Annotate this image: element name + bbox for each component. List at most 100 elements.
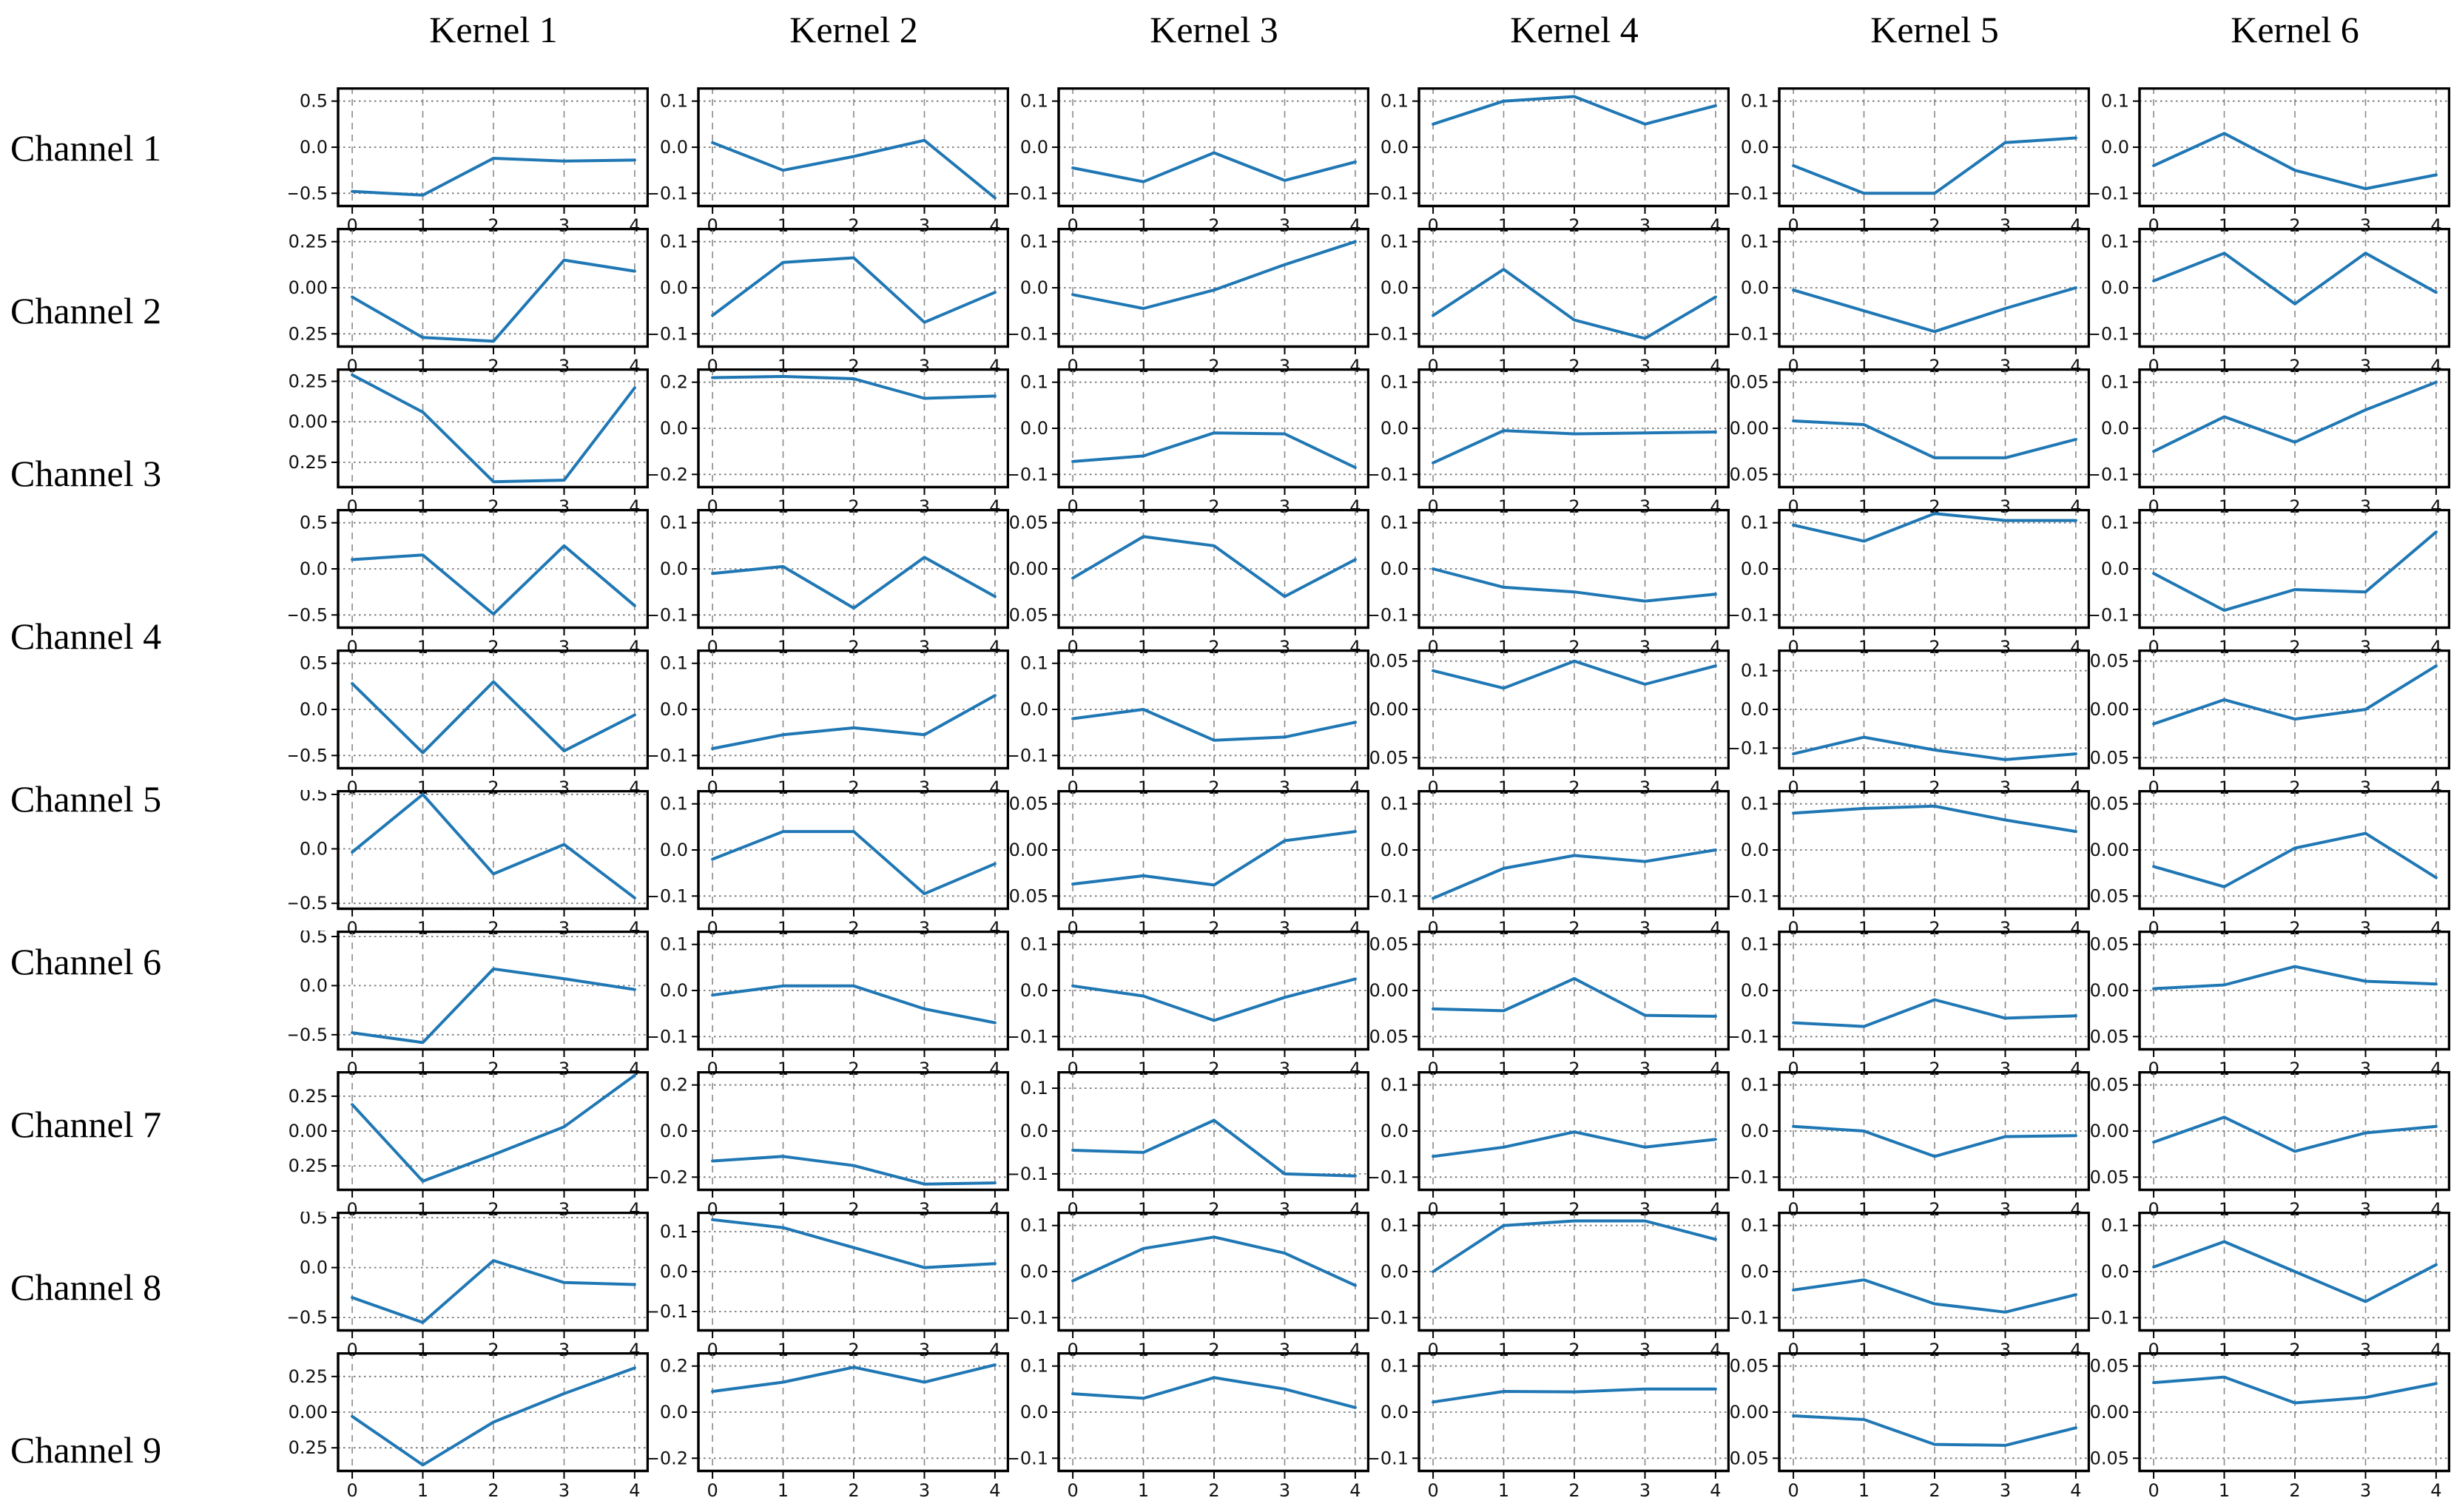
- y-tick-label: 0.05: [1009, 513, 1048, 533]
- y-tick-label: 0.0: [1380, 418, 1409, 439]
- weight-series-line: [351, 373, 636, 484]
- y-tick-label: 0.25: [289, 232, 328, 252]
- plot-frame: [697, 790, 1009, 911]
- plot-frame: [2138, 509, 2450, 630]
- subplot-row9-kernel2: 0 1 2 3 4 0.1 0.0 −0.1: [649, 1212, 1009, 1357]
- y-tick-label: −0.1: [1369, 604, 1409, 625]
- y-tick-label: 0.00: [1009, 840, 1048, 860]
- plot-frame: [1417, 509, 1730, 630]
- y-tick-label: 0.0: [660, 1261, 688, 1282]
- x-tick-label: 0: [707, 1480, 718, 1497]
- weight-series-line: [351, 1259, 636, 1324]
- subplot-row10-kernel4: 0 1 2 3 4 0.1 0.0 −0.1: [1369, 1352, 1730, 1497]
- y-tick-label: 0.00: [1369, 699, 1409, 720]
- y-tick-label: −0.2: [649, 1448, 688, 1468]
- y-tick-label: 0.1: [660, 513, 688, 533]
- weight-series-line: [711, 1218, 997, 1269]
- y-tick-label: −0.1: [1369, 183, 1409, 203]
- subplot-row1-kernel5: 0 1 2 3 4 0.1 0.0 −0.1: [1730, 87, 2090, 232]
- weight-series-line: [1792, 1124, 2077, 1158]
- plot-frame: [1057, 931, 1369, 1051]
- y-tick-label: −0.1: [1009, 1164, 1048, 1184]
- subplot-row1-kernel1: 0 1 2 3 4 0.5 0.0 −0.5: [289, 87, 649, 232]
- y-tick-label: 0.1: [1020, 653, 1048, 674]
- x-tick-label: 2: [488, 1480, 499, 1497]
- plot-frame: [1057, 790, 1369, 911]
- y-tick-label: 0.00: [2090, 1402, 2129, 1422]
- subplot-row7-kernel3: 0 1 2 3 4 0.1 0.0 −0.1: [1009, 931, 1369, 1076]
- plot-frame: [1417, 1071, 1730, 1192]
- y-tick-label: 0.0: [1020, 699, 1048, 720]
- y-tick-label: 0.0: [660, 418, 688, 439]
- y-tick-label: 0.0: [1380, 840, 1409, 860]
- plot-frame: [1778, 228, 2090, 348]
- weight-series-line: [1792, 512, 2077, 543]
- y-tick-label: −0.25: [289, 1437, 328, 1458]
- y-tick-label: 0.00: [289, 277, 328, 298]
- y-tick-label: 0.1: [1020, 1215, 1048, 1236]
- subplot-row9-kernel5: 0 1 2 3 4 0.1 0.0 −0.1: [1730, 1212, 2090, 1357]
- y-tick-label: −0.05: [1369, 747, 1409, 768]
- y-tick-label: 0.0: [1380, 1402, 1409, 1422]
- weight-series-line: [1071, 977, 1357, 1022]
- y-tick-label: −0.2: [649, 1167, 688, 1187]
- y-tick-label: −0.1: [649, 604, 688, 625]
- y-tick-label: −0.1: [649, 885, 688, 906]
- y-tick-label: −0.1: [1009, 183, 1048, 203]
- weight-series-line: [351, 1366, 636, 1467]
- y-tick-label: 0.1: [1380, 1356, 1409, 1377]
- y-tick-label: 0.0: [1741, 277, 1769, 298]
- weight-series-line: [1792, 1278, 2077, 1314]
- plot-frame: [337, 368, 649, 489]
- weight-series-line: [1432, 268, 1717, 340]
- plot-frame: [2138, 87, 2450, 208]
- plot-frame: [1417, 228, 1730, 348]
- y-tick-label: 0.05: [1369, 934, 1409, 955]
- weight-series-line: [2152, 1375, 2438, 1405]
- plot-frame: [697, 368, 1009, 489]
- y-tick-label: 0.05: [2090, 651, 2129, 672]
- x-tick-label: 4: [1710, 1480, 1721, 1497]
- subplot-row6-kernel2: 0 1 2 3 4 0.1 0.0 −0.1: [649, 790, 1009, 935]
- y-tick-label: 0.0: [300, 975, 328, 996]
- plot-frame: [1417, 790, 1730, 911]
- weight-series-line: [1071, 1235, 1357, 1287]
- y-tick-label: 0.5: [300, 1212, 328, 1228]
- y-tick-label: 0.0: [1020, 137, 1048, 158]
- y-tick-label: 0.0: [2101, 277, 2129, 298]
- y-tick-label: 0.0: [1020, 1261, 1048, 1282]
- y-tick-label: 0.1: [1380, 794, 1409, 814]
- subplot-row2-kernel5: 0 1 2 3 4 0.1 0.0 −0.1: [1730, 228, 2090, 373]
- subplot-row3-kernel3: 0 1 2 3 4 0.1 0.0 −0.1: [1009, 368, 1369, 513]
- y-tick-label: 0.1: [1380, 513, 1409, 533]
- y-tick-label: −0.05: [2090, 1167, 2129, 1187]
- weight-series-line: [1792, 1414, 2077, 1447]
- weight-series-line: [1792, 136, 2077, 195]
- y-tick-label: −0.1: [1369, 1167, 1409, 1187]
- y-tick-label: −0.1: [1730, 183, 1769, 203]
- y-tick-label: −0.5: [289, 893, 328, 914]
- weight-series-line: [1071, 1376, 1357, 1409]
- y-tick-label: 0.0: [1741, 699, 1769, 720]
- weight-series-line: [711, 256, 997, 324]
- subplot-row9-kernel6: 0 1 2 3 4 0.1 0.0 −0.1: [2090, 1212, 2450, 1357]
- y-tick-label: 0.0: [660, 840, 688, 860]
- x-tick-label: 3: [1639, 1480, 1651, 1497]
- x-tick-label: 1: [2219, 1480, 2230, 1497]
- y-tick-label: 0.1: [1020, 372, 1048, 393]
- y-tick-label: 0.25: [289, 1086, 328, 1107]
- kernel-column-title-2: Kernel 2: [789, 9, 918, 50]
- y-tick-label: 0.0: [300, 137, 328, 158]
- y-tick-label: 0.0: [2101, 418, 2129, 439]
- y-tick-label: −0.1: [649, 1301, 688, 1322]
- plot-frame: [1057, 87, 1369, 208]
- x-tick-label: 1: [1858, 1480, 1870, 1497]
- plot-frame: [1778, 1352, 2090, 1473]
- y-tick-label: 0.1: [1380, 1075, 1409, 1096]
- subplot-row10-kernel6: 0 1 2 3 4 0.05 0.00 −0.05: [2090, 1352, 2450, 1497]
- channel-label-7: Channel 7: [10, 1104, 162, 1145]
- x-tick-label: 0: [2148, 1480, 2159, 1497]
- y-tick-label: 0.5: [300, 513, 328, 533]
